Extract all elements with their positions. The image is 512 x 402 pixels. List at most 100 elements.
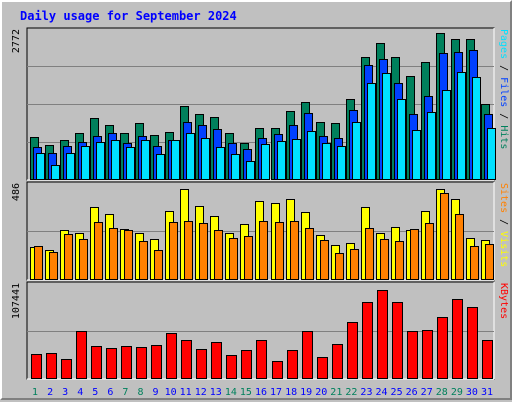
x-tick-label-day-23: 23: [360, 387, 372, 398]
x-tick-label-day-15: 15: [240, 387, 252, 398]
bar-sites-day-30: [470, 246, 479, 280]
x-tick-label-day-9: 9: [153, 387, 159, 398]
bar-kbytes-day-28: [437, 317, 448, 379]
bar-pages-day-13: [216, 147, 225, 180]
bar-kbytes-day-3: [61, 359, 72, 379]
bar-sites-day-11: [184, 221, 193, 280]
x-tick-label-day-28: 28: [436, 387, 448, 398]
bar-pages-day-30: [472, 77, 481, 180]
bar-sites-day-5: [94, 222, 103, 280]
x-tick-label-day-16: 16: [255, 387, 267, 398]
x-tick-label-day-29: 29: [451, 387, 463, 398]
bar-sites-day-9: [154, 250, 163, 280]
bar-pages-day-1: [36, 153, 45, 180]
bar-kbytes-day-4: [76, 331, 87, 379]
x-tick-label-day-13: 13: [210, 387, 222, 398]
x-tick-label-day-1: 1: [32, 387, 38, 398]
x-tick-label-day-12: 12: [195, 387, 207, 398]
legend-sep: /: [498, 59, 509, 77]
bar-pages-day-7: [126, 147, 135, 180]
bar-sites-day-20: [320, 240, 329, 280]
bar-sites-day-7: [124, 230, 133, 280]
bar-kbytes-day-1: [31, 354, 42, 379]
legend-sites: Sites: [498, 183, 509, 213]
bar-pages-day-24: [382, 73, 391, 180]
bar-kbytes-day-27: [422, 330, 433, 379]
x-tick-label-day-20: 20: [315, 387, 327, 398]
bar-pages-day-22: [352, 122, 361, 180]
x-tick-label-day-2: 2: [47, 387, 53, 398]
bar-sites-day-24: [380, 239, 389, 280]
x-tick-label-day-8: 8: [137, 387, 143, 398]
bar-pages-day-6: [111, 140, 120, 180]
bar-kbytes-day-26: [407, 331, 418, 379]
legend-kbytes-wrap: KBytes: [498, 283, 509, 319]
bar-kbytes-day-19: [302, 331, 313, 379]
x-tick-label-day-10: 10: [165, 387, 177, 398]
x-tick-label-day-30: 30: [466, 387, 478, 398]
bar-sites-day-27: [425, 223, 434, 280]
legend-pages: Pages: [498, 29, 509, 59]
x-tick-label-day-24: 24: [375, 387, 387, 398]
bar-sites-day-1: [34, 246, 43, 280]
bar-pages-day-18: [292, 139, 301, 180]
bar-pages-day-27: [427, 112, 436, 180]
bar-pages-day-3: [66, 153, 75, 180]
bar-sites-day-14: [229, 238, 238, 280]
bar-kbytes-day-20: [317, 357, 328, 379]
bar-sites-day-21: [335, 253, 344, 280]
bar-pages-day-16: [261, 144, 270, 180]
bar-kbytes-day-14: [226, 355, 237, 379]
bar-pages-day-14: [231, 154, 240, 180]
bar-pages-day-9: [156, 154, 165, 180]
bar-kbytes-day-18: [287, 350, 298, 379]
bar-pages-day-25: [397, 99, 406, 180]
bar-kbytes-day-17: [272, 361, 283, 379]
bar-kbytes-day-29: [452, 299, 463, 379]
bar-sites-day-19: [305, 228, 314, 280]
bar-kbytes-day-16: [256, 340, 267, 379]
bar-kbytes-day-12: [196, 349, 207, 379]
bar-pages-day-28: [442, 90, 451, 180]
bar-kbytes-day-25: [392, 302, 403, 379]
bar-kbytes-day-13: [211, 342, 222, 379]
bar-sites-day-29: [455, 214, 464, 280]
legend-visits: Visits: [498, 231, 509, 267]
bar-kbytes-day-11: [181, 340, 192, 379]
bar-kbytes-day-2: [46, 353, 57, 379]
bar-pages-day-21: [337, 146, 346, 180]
bar-pages-day-10: [171, 140, 180, 180]
x-tick-label-day-21: 21: [330, 387, 342, 398]
bar-kbytes-day-8: [136, 347, 147, 379]
bar-sites-day-31: [485, 244, 494, 280]
bar-sites-day-15: [244, 236, 253, 280]
x-tick-label-day-11: 11: [180, 387, 192, 398]
bar-pages-day-2: [51, 165, 60, 180]
bar-sites-day-12: [199, 223, 208, 280]
bar-pages-day-11: [186, 133, 195, 180]
y-max-label-hits: 2772: [11, 29, 22, 53]
bar-kbytes-day-22: [347, 322, 358, 379]
x-tick-label-day-14: 14: [225, 387, 237, 398]
bar-kbytes-day-7: [121, 346, 132, 379]
x-tick-label-day-26: 26: [406, 387, 418, 398]
y-max-label-kbytes: 107441: [11, 283, 22, 319]
bar-sites-day-17: [275, 222, 284, 280]
legend-sep: /: [498, 107, 509, 125]
bar-pages-day-4: [81, 146, 90, 180]
legend-visits-sites: Sites / Visits: [498, 183, 509, 267]
legend-sep: /: [498, 213, 509, 231]
bar-sites-day-13: [214, 230, 223, 280]
bar-pages-day-15: [246, 161, 255, 180]
x-tick-label-day-22: 22: [345, 387, 357, 398]
bar-sites-day-2: [49, 252, 58, 280]
bar-kbytes-day-15: [241, 350, 252, 379]
bar-kbytes-day-24: [377, 290, 388, 379]
bar-sites-day-28: [440, 193, 449, 280]
bar-pages-day-8: [141, 140, 150, 180]
bar-pages-day-5: [96, 142, 105, 180]
bar-sites-day-23: [365, 228, 374, 280]
legend-kbytes: KBytes: [498, 283, 509, 319]
bar-sites-day-26: [410, 229, 419, 280]
